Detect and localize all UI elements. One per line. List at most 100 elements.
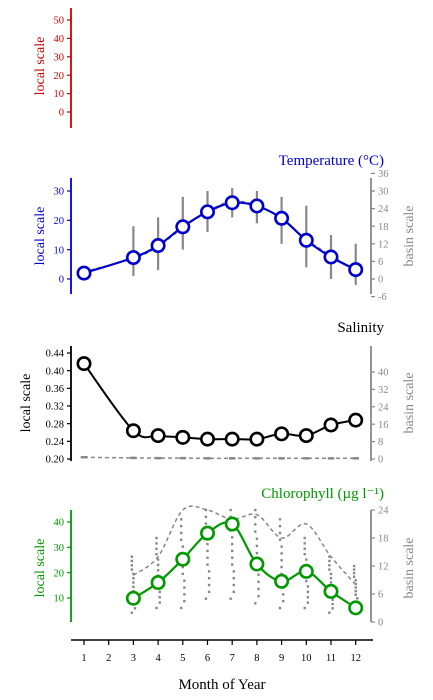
chlorophyll-obs [130, 564, 133, 567]
chlorophyll-obs [255, 551, 259, 555]
chlorophyll-obs [305, 579, 308, 583]
x-axis-tick-label: 4 [155, 653, 161, 664]
salinity-obs [134, 456, 137, 460]
chlorophyll-obs [155, 536, 158, 540]
salinity-obs [80, 456, 84, 459]
salinity-obs [279, 457, 283, 460]
chlorophyll-obs [255, 537, 259, 540]
salinity-obs [182, 456, 185, 460]
chlorophyll-obs [180, 524, 183, 528]
salinity-point [274, 426, 290, 442]
chlorophyll-obs [278, 518, 282, 521]
chlorophyll-obs [352, 575, 356, 578]
salinity-obs [282, 457, 285, 460]
salinity-point [323, 417, 339, 433]
salinity-y-tick-label: 0.32 [46, 402, 64, 413]
temperature-point [249, 198, 265, 214]
chlorophyll-obs [130, 559, 133, 563]
salinity-point [200, 431, 216, 447]
chlorophyll-y-tick-label: 10 [54, 594, 65, 605]
chlorophyll-obs [206, 563, 209, 566]
temperature-point [274, 210, 290, 226]
chlorophyll-obs [204, 515, 208, 519]
chlorophyll-obs [183, 599, 186, 603]
salinity-obs [159, 456, 162, 460]
salinity-obs [307, 457, 310, 460]
chlorophyll-obs [232, 583, 235, 587]
x-axis-tick-label: 7 [230, 653, 235, 664]
chlorophyll-panel-title: Chlorophyll (µg l⁻¹) [261, 486, 384, 502]
temperature-y-right-tick-label: -6 [378, 292, 387, 303]
chlorophyll-obs [231, 542, 234, 546]
chlorophyll-obs [328, 568, 331, 571]
x-axis-tick-label: 10 [301, 653, 312, 664]
chlorophyll-point [249, 556, 265, 572]
salinity-obs [303, 457, 306, 460]
chlorophyll-obs [331, 602, 334, 606]
salinity-obs [83, 456, 86, 459]
chlorophyll-obs [278, 606, 282, 610]
x-axis-tick-label: 5 [180, 653, 185, 664]
chlorophyll-obs [257, 594, 260, 598]
chlorophyll-point [274, 573, 290, 589]
salinity-obs [352, 457, 355, 460]
salinity-point [125, 423, 141, 439]
chlorophyll-obs [158, 601, 161, 604]
salinity-obs [330, 457, 333, 460]
chlorophyll-obs [204, 597, 208, 600]
chlorophyll-obs [257, 587, 260, 591]
chlorophyll-obs [329, 577, 333, 580]
chlorophyll-obs [354, 586, 357, 589]
chlorophyll-obs [181, 545, 184, 548]
chlorophyll-obs [280, 565, 283, 569]
salinity-obs [353, 457, 357, 460]
chlorophyll-y-tick-label: 40 [54, 518, 65, 529]
chlorophyll-local-line [132, 521, 357, 609]
salinity-point [348, 412, 364, 428]
salinity-panel-title: Salinity [337, 320, 384, 336]
x-axis-label: Month of Year [178, 677, 265, 693]
temperature-y-right-tick-label: 6 [378, 257, 383, 268]
salinity-point [249, 431, 265, 447]
chlorophyll-obs [254, 523, 257, 526]
temperature-point [298, 232, 314, 248]
salinity-y-right-tick-label: 0 [378, 455, 383, 466]
chlorophyll-obs [352, 568, 356, 571]
salinity-point [298, 428, 314, 444]
salinity-point [175, 429, 191, 445]
chlorophyll-obs [331, 598, 334, 601]
chlorophyll-obs [254, 515, 257, 519]
temperature-local-line [83, 201, 357, 275]
salinity-obs [157, 456, 160, 460]
chlorophyll-obs [303, 547, 306, 550]
chlorophyll-obs [155, 542, 158, 545]
salinity-y-tick-label: 0.28 [46, 419, 64, 430]
salinity-obs [154, 456, 158, 460]
empty-panel-y-tick-label: 30 [54, 52, 65, 63]
chlorophyll-obs [254, 530, 257, 533]
salinity-obs [156, 456, 159, 460]
temperature-point [348, 262, 364, 278]
chlorophyll-obs [278, 524, 282, 528]
chlorophyll-obs [133, 607, 137, 610]
salinity-ylabel: local scale [19, 374, 34, 433]
salinity-obs [180, 456, 184, 460]
salinity-point [150, 428, 166, 444]
chlorophyll-obs [328, 564, 331, 567]
salinity-obs [179, 456, 182, 460]
chlorophyll-obs [280, 559, 283, 562]
salinity-obs [84, 456, 88, 459]
salinity-y-tick-label: 0.24 [46, 437, 65, 448]
chlorophyll-obs [303, 536, 306, 540]
chlorophyll-obs [132, 572, 135, 576]
chlorophyll-obs [282, 599, 285, 603]
x-axis-tick-label: 12 [350, 653, 361, 664]
chlorophyll-obs [278, 538, 282, 541]
salinity-obs [253, 457, 256, 460]
chlorophyll-y-right-tick-label: 0 [378, 618, 383, 629]
chlorophyll-obs [328, 559, 331, 563]
chlorophyll-obs [130, 555, 133, 558]
chlorophyll-obs [183, 593, 186, 596]
chlorophyll-obs [132, 581, 135, 584]
salinity-obs [207, 457, 210, 460]
